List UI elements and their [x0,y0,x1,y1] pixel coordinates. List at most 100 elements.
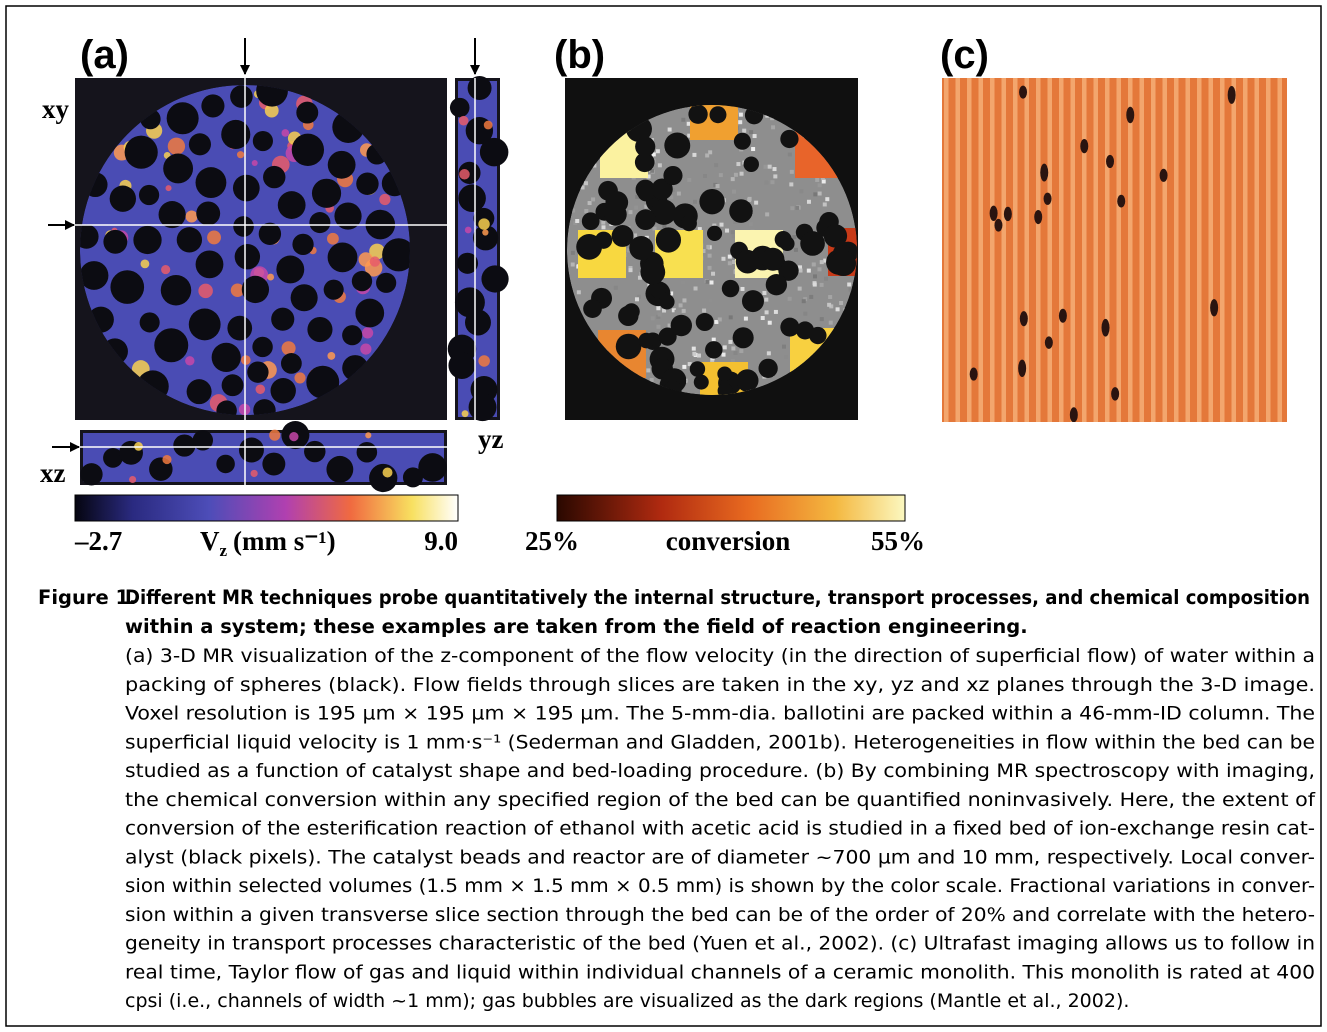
pixel [820,283,824,287]
pixel [822,179,826,183]
caption-body-line: Voxel resolution is 195 µm × 195 µm × 19… [125,703,1315,725]
bubble [1059,309,1067,323]
sphere [80,463,102,485]
pixel [692,153,696,157]
sphere [110,186,136,212]
pixel [591,197,595,201]
pixel [708,266,712,270]
hot-spot [478,218,489,229]
sphere [458,184,486,212]
hot-spot [141,259,150,268]
sphere [154,328,188,362]
pixel [601,225,605,229]
channel [1105,78,1110,422]
pixel [692,352,696,356]
pixel [728,255,732,259]
pixel [764,298,768,302]
pixel [734,173,738,177]
pixel [709,280,713,284]
pixel [584,181,588,185]
pixel [815,178,819,182]
bead [766,274,787,295]
bead [651,283,666,298]
sphere [189,309,221,341]
channel [1140,78,1145,422]
bubble [1160,169,1168,182]
pixel [584,209,588,213]
sphere [356,173,378,195]
pixel [781,215,785,219]
sphere [173,434,195,456]
pixel [770,180,774,184]
pixel [656,149,660,153]
pixel [628,210,632,214]
pixel [658,313,662,317]
hot-spot [161,265,170,274]
bead [635,209,656,230]
hot-spot [462,410,469,417]
pixel [736,162,740,166]
caption-body-line: sion within selected volumes (1.5 mm × 1… [125,875,1315,897]
plane-label: xy [42,94,70,124]
sphere [189,133,211,155]
pixel [794,248,798,252]
bead [640,260,665,285]
sphere [196,167,227,198]
sphere [196,250,224,278]
pixel [765,310,769,314]
pixel [634,206,638,210]
sphere [328,242,358,272]
sphere [140,312,160,332]
pixel [729,315,733,319]
panel-b [565,78,876,420]
pixel [829,321,833,325]
hot-spot [282,341,296,355]
pixel [744,317,748,321]
sphere [139,185,159,205]
pixel [828,295,832,299]
bubble [1040,164,1048,182]
pixel [761,316,765,320]
pixel [705,280,709,284]
channel [1186,78,1191,422]
pixel [679,303,683,307]
pixel [754,201,758,205]
pixel [763,165,767,169]
pixel [693,200,697,204]
sphere [357,442,378,463]
sphere [352,271,372,291]
pixel [784,355,788,359]
bubble [1210,299,1218,316]
pixel [720,223,724,227]
pixel [614,286,618,290]
sphere [177,227,202,252]
panel-label: (a) [80,33,129,77]
sphere [196,201,220,225]
sphere [233,175,260,202]
pixel [723,345,727,349]
sphere [326,456,353,483]
sphere [448,352,475,379]
pixel [694,286,698,290]
channel [1094,78,1099,422]
channel [944,78,949,422]
pixel [825,197,829,201]
hot-spot [166,185,172,191]
bubble [990,206,998,221]
pixel [818,183,822,187]
pixel [681,281,685,285]
pixel [588,201,592,205]
sphere [252,337,272,357]
colorbar-label: Vz(mm s⁻¹) [200,526,336,560]
pixel [711,272,715,276]
sphere [247,361,268,382]
panel-a [74,75,508,492]
sphere [103,230,127,254]
bead [729,199,753,223]
colorbar-max: 9.0 [424,526,458,556]
channel [1036,78,1041,422]
pixel [714,163,718,167]
bubble [1228,86,1236,104]
bead [733,327,754,348]
sphere [307,317,332,342]
